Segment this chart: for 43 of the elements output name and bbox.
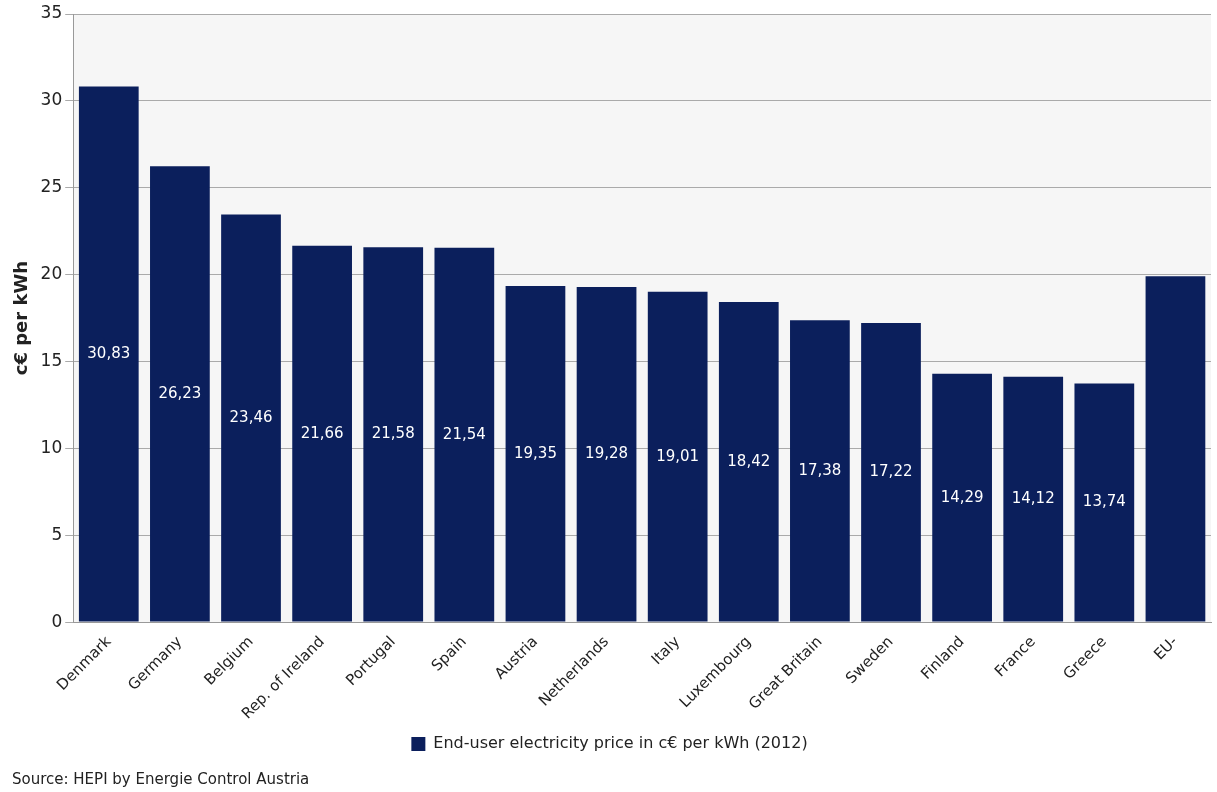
data-label: 14,12 (1011, 489, 1055, 508)
data-label: 26,23 (158, 383, 202, 402)
legend-label: End-user electricity price in c€ per kWh (2012) (433, 733, 808, 753)
y-tick-label: 30 (40, 89, 63, 110)
data-label: 17,22 (869, 462, 913, 481)
bar (78, 86, 139, 622)
bar (363, 247, 424, 622)
y-tick-label: 10 (40, 436, 63, 457)
bar (576, 287, 637, 622)
bar (932, 373, 992, 622)
y-tick-label: 0 (51, 610, 63, 631)
bar (1145, 276, 1206, 622)
data-label: 17,38 (798, 460, 842, 479)
bar (505, 285, 566, 622)
x-tick-label: EU- (1150, 632, 1182, 664)
y-tick-label: 35 (40, 2, 63, 23)
data-label: 13,74 (1082, 492, 1126, 511)
data-label: 19,01 (656, 446, 700, 465)
bar (790, 320, 850, 622)
bar (647, 291, 708, 622)
data-label: 14,29 (940, 487, 984, 506)
bar (221, 214, 281, 622)
data-label: 21,66 (300, 423, 344, 442)
y-axis-title: c€ per kWh (10, 260, 32, 376)
data-label: 21,54 (442, 424, 486, 443)
source-note: Source: HEPI by Energie Control Austria (12, 770, 310, 788)
data-label: 21,58 (371, 424, 415, 443)
bar (292, 245, 352, 622)
data-label: 19,35 (513, 443, 557, 462)
bar (1074, 383, 1135, 622)
bar (1003, 376, 1064, 622)
data-label: 30,83 (87, 343, 131, 362)
bar (718, 302, 779, 622)
bar (861, 322, 921, 622)
bar (434, 247, 495, 622)
y-tick-label: 20 (40, 263, 63, 284)
data-label: 19,28 (585, 444, 629, 463)
data-label: 23,46 (229, 407, 273, 426)
y-tick-label: 25 (40, 176, 63, 197)
data-label: 18,42 (727, 451, 771, 470)
y-tick-label: 15 (40, 349, 63, 370)
bar (150, 166, 210, 622)
y-tick-label: 5 (51, 523, 63, 544)
